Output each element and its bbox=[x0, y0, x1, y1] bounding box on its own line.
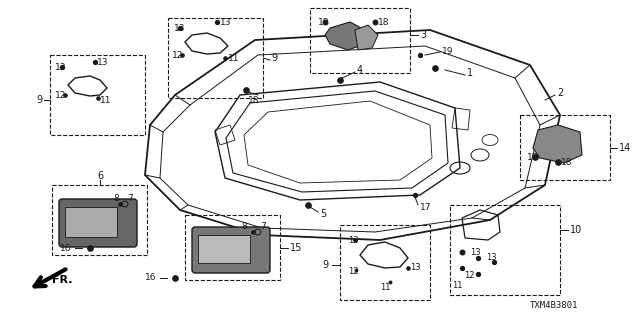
Text: 7: 7 bbox=[127, 194, 132, 203]
Text: 8: 8 bbox=[241, 221, 247, 230]
Text: TXM4B3801: TXM4B3801 bbox=[530, 301, 579, 310]
Bar bbox=[185, 215, 280, 280]
Text: 19: 19 bbox=[442, 46, 454, 55]
Text: 6: 6 bbox=[97, 171, 103, 181]
Bar bbox=[168, 18, 263, 98]
Text: 3: 3 bbox=[420, 30, 426, 40]
Text: 13: 13 bbox=[470, 247, 481, 257]
Text: 2: 2 bbox=[557, 88, 563, 98]
Text: 18: 18 bbox=[527, 153, 538, 162]
Text: FR.: FR. bbox=[52, 275, 72, 285]
Text: 15: 15 bbox=[290, 243, 302, 253]
Polygon shape bbox=[325, 22, 365, 50]
Text: 18: 18 bbox=[378, 18, 390, 27]
Polygon shape bbox=[355, 25, 378, 50]
Text: 11: 11 bbox=[228, 53, 239, 62]
Text: 13: 13 bbox=[348, 236, 358, 244]
FancyBboxPatch shape bbox=[59, 199, 137, 247]
Text: 16: 16 bbox=[60, 244, 72, 252]
Text: 11: 11 bbox=[452, 281, 463, 290]
Text: 4: 4 bbox=[357, 65, 363, 75]
FancyBboxPatch shape bbox=[192, 227, 270, 273]
Text: 12: 12 bbox=[348, 268, 358, 276]
Text: 12: 12 bbox=[172, 51, 184, 60]
Bar bbox=[520, 115, 610, 180]
Text: 7: 7 bbox=[260, 221, 266, 230]
Text: 18: 18 bbox=[561, 157, 573, 166]
Text: 1: 1 bbox=[467, 68, 473, 78]
FancyBboxPatch shape bbox=[65, 207, 117, 237]
Text: 13: 13 bbox=[220, 18, 232, 27]
Bar bbox=[50, 55, 145, 135]
Text: 9: 9 bbox=[322, 260, 328, 270]
Text: 10: 10 bbox=[570, 225, 582, 235]
Text: 12: 12 bbox=[464, 270, 474, 279]
Text: 17: 17 bbox=[420, 203, 431, 212]
Text: 11: 11 bbox=[380, 283, 390, 292]
Text: 12: 12 bbox=[55, 91, 67, 100]
Text: 13: 13 bbox=[97, 58, 109, 67]
Text: 8: 8 bbox=[113, 194, 119, 203]
Text: 13: 13 bbox=[174, 23, 186, 33]
Bar bbox=[52, 185, 147, 255]
Bar bbox=[340, 225, 430, 300]
Text: 18: 18 bbox=[318, 18, 330, 27]
Text: 9: 9 bbox=[271, 53, 277, 63]
FancyBboxPatch shape bbox=[198, 235, 250, 263]
Text: 9: 9 bbox=[36, 95, 42, 105]
Text: 11: 11 bbox=[100, 95, 111, 105]
Bar bbox=[450, 205, 560, 295]
Text: 13: 13 bbox=[486, 253, 497, 262]
Text: 13: 13 bbox=[410, 263, 420, 273]
Text: 14: 14 bbox=[619, 143, 631, 153]
Bar bbox=[310, 8, 410, 73]
Text: 18: 18 bbox=[248, 95, 259, 105]
Text: 16: 16 bbox=[145, 274, 157, 283]
Text: 13: 13 bbox=[55, 62, 67, 71]
Text: 5: 5 bbox=[320, 209, 326, 219]
Polygon shape bbox=[533, 125, 582, 163]
